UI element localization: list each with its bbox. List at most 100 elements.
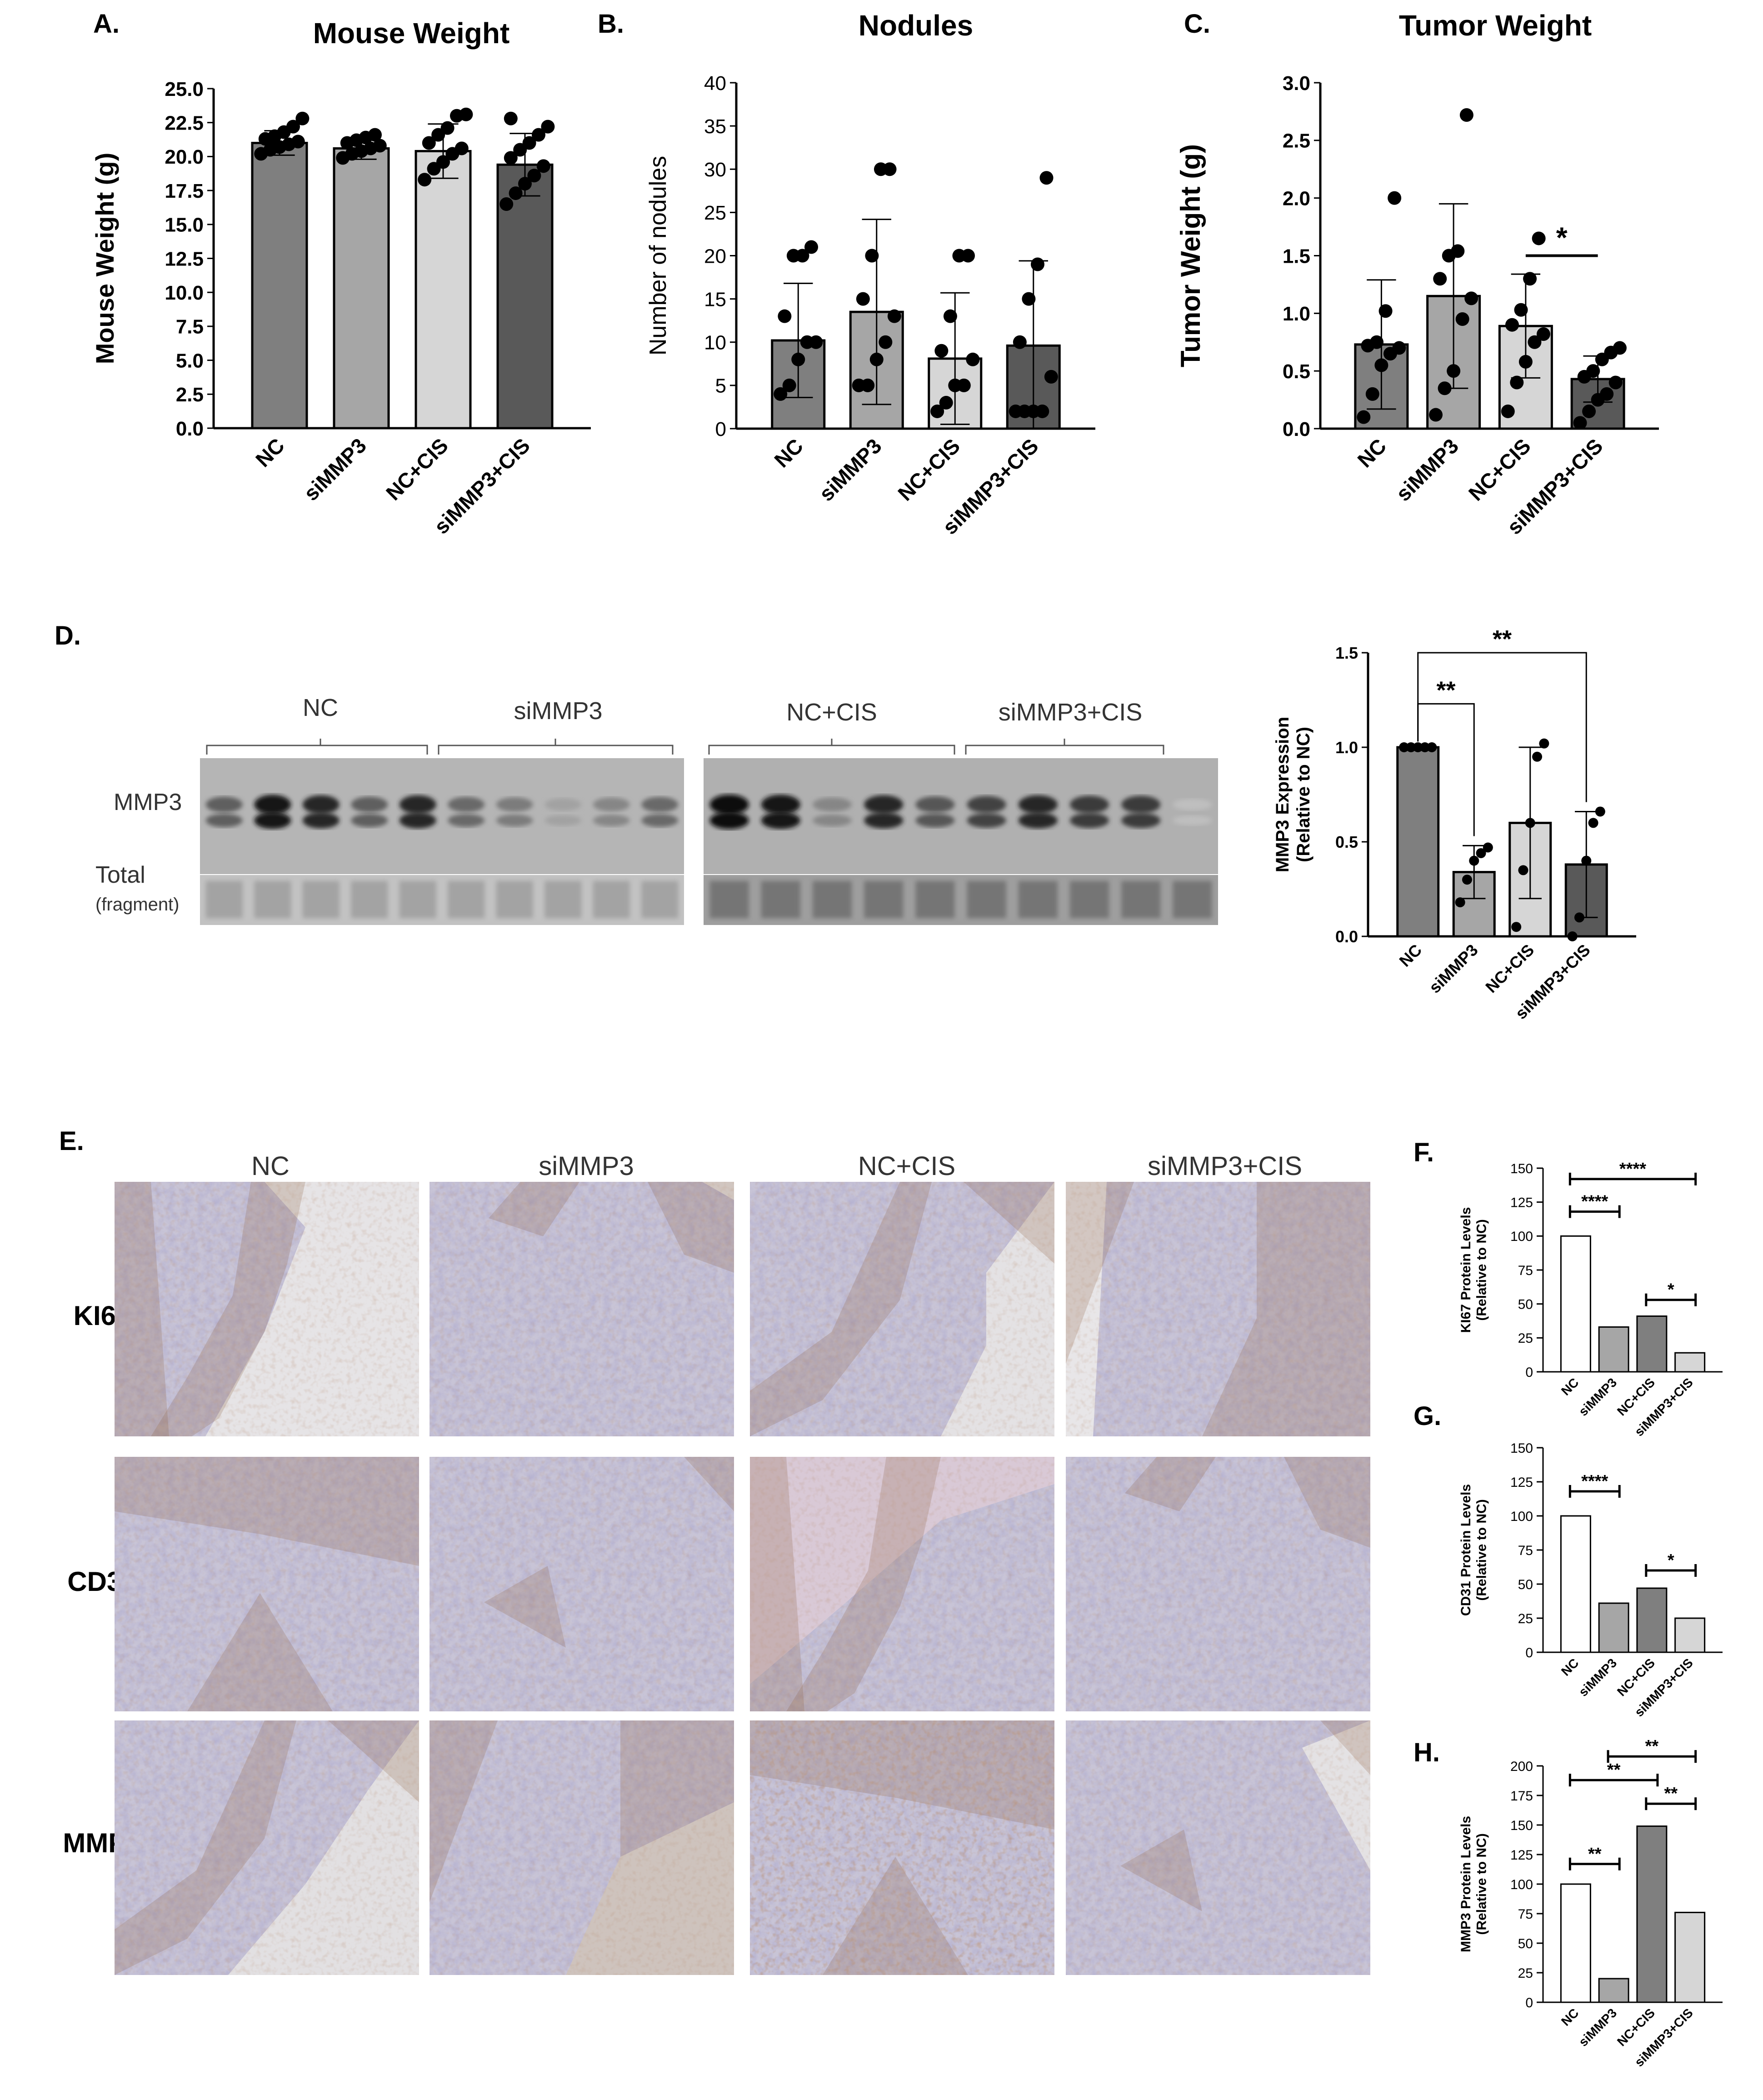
data-point [499,197,514,211]
significance-label: ** [1493,625,1512,653]
data-point [1462,875,1472,885]
data-point [1392,341,1406,355]
blot-band [967,796,1006,813]
y-tick-label: 5.0 [176,350,204,372]
y-tick-label: 0.5 [1335,833,1358,851]
data-point [1464,291,1478,305]
significance-label: ** [1664,1784,1678,1803]
data-point [541,120,555,134]
significance-label: **** [1581,1472,1608,1491]
y-axis-label: CD31 Protein Levels(Relative to NC) [1458,1484,1489,1616]
y-tick-label: 35 [704,115,726,138]
significance-label: * [1668,1280,1674,1300]
data-point [1447,364,1461,378]
blot-group-nc: NC [303,694,338,721]
y-axis-label-line2: (Relative to NC) [1474,1833,1489,1935]
blot-band [641,814,679,827]
y-axis-label: Number of nodules [645,156,671,355]
blot-band [1173,799,1212,810]
x-tick-label: siMMP3 [1425,940,1482,997]
blot-band [302,812,340,829]
y-tick-label: 30 [704,159,726,181]
y-tick-label: 22.5 [165,112,204,135]
y-tick-label: 3.0 [1283,72,1310,95]
bar-nc-cis [1636,1587,1668,1653]
stain-texture [115,1457,419,1711]
bar-simmp3 [1598,1326,1629,1373]
y-tick-label: 100 [1510,1229,1533,1244]
panel-letter-g: G. [1413,1401,1441,1431]
blot-band [915,796,955,813]
data-point [1357,410,1371,424]
blot-band [302,795,340,814]
data-point [1388,191,1402,205]
total-lane [496,881,533,918]
blot-total-label: Total [95,862,145,888]
blot-band [205,796,243,813]
data-point [286,120,300,134]
data-point [1044,370,1058,384]
x-tick-label: NC+CIS [381,434,453,505]
x-tick-label: NC+CIS [1464,434,1535,505]
ihc-image-cd31-simmp3-cis [1066,1457,1370,1711]
y-tick-label: 0 [1525,1995,1533,2010]
blot-band-label: MMP3 [114,789,182,815]
blot-band [915,813,955,828]
data-point [809,335,823,349]
data-point [782,378,796,392]
charts-layer: 0.0 2.5 5.0 7.5 10.0 12.5 15.0 17.5 20.0 22.5 25.0… [90,72,1723,2070]
blot-bracket-nc-cis [708,739,955,755]
y-tick-label: 125 [1510,1475,1533,1490]
data-point [795,249,809,263]
data-point [1582,404,1596,418]
blot-band [812,814,852,827]
stain-texture [1066,1182,1370,1436]
data-point [1608,375,1623,390]
panel-letter-d: D. [55,621,81,650]
data-point [856,292,870,306]
y-tick-label: 0 [1525,1365,1533,1380]
data-point [804,240,818,254]
data-point [861,378,875,392]
y-axis-label-line2: (Relative to NC) [1474,1219,1489,1320]
data-point [1595,806,1605,817]
significance-bracket [1417,652,1587,802]
data-point [1567,931,1578,941]
blot-band [967,813,1006,828]
total-lane [1069,881,1109,918]
data-point [522,136,536,150]
y-tick-label: 2.5 [1283,130,1310,152]
blot-band [544,798,582,811]
total-lane [1173,881,1212,918]
stain-texture [750,1720,1054,1975]
data-point [504,111,518,125]
blot-band [351,814,388,827]
chart-f: 0 25 50 75 100 125 150 KI67 Protein Levels(Rela… [1458,1160,1723,1439]
total-lane [761,881,800,918]
y-axis-label: Tumor Weight (g) [1175,144,1206,367]
blot-band [544,815,582,826]
total-lane [351,881,388,918]
blot-band [709,812,749,829]
total-lane [864,881,904,918]
data-point [422,136,436,150]
y-tick-label: 200 [1510,1759,1533,1774]
data-point [865,249,879,263]
significance-label: **** [1581,1192,1608,1211]
panel-letter-b: B. [598,9,624,39]
data-point [1374,358,1388,372]
chart-b-title: Nodules [859,9,973,42]
data-point [291,135,305,149]
data-point [1476,848,1486,858]
ihc-image-mmp3-simmp3 [430,1720,734,1975]
stain-texture [1066,1457,1370,1711]
blot-band [399,795,436,814]
x-tick-label: NC [1353,434,1391,472]
data-point [1451,244,1465,258]
blot-band [448,797,485,812]
bar-simmp3-cis [1674,1617,1706,1653]
x-tick-label: siMMP3 [814,434,886,506]
blot-band [709,795,749,815]
data-point [1505,318,1519,332]
data-point [1510,375,1524,390]
